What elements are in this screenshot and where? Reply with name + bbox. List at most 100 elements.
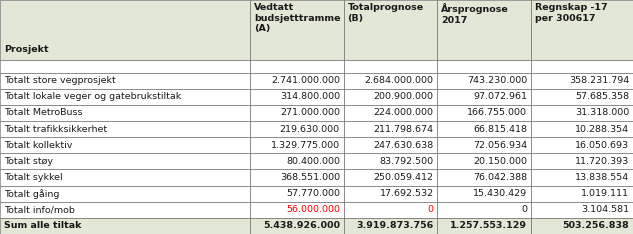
Bar bbox=[437, 169, 531, 186]
Bar bbox=[531, 218, 633, 234]
Text: 3.104.581: 3.104.581 bbox=[581, 205, 629, 214]
Text: 1.257.553.129: 1.257.553.129 bbox=[450, 221, 527, 230]
Text: Totalt kollektiv: Totalt kollektiv bbox=[4, 141, 72, 150]
Bar bbox=[344, 121, 437, 137]
Text: 743.230.000: 743.230.000 bbox=[467, 76, 527, 85]
Text: 1.019.111: 1.019.111 bbox=[581, 189, 629, 198]
Text: 17.692.532: 17.692.532 bbox=[379, 189, 434, 198]
Text: 200.900.000: 200.900.000 bbox=[373, 92, 434, 101]
Bar bbox=[437, 89, 531, 105]
Bar bbox=[531, 105, 633, 121]
Text: Totalt store vegprosjekt: Totalt store vegprosjekt bbox=[4, 76, 116, 85]
Text: Sum alle tiltak: Sum alle tiltak bbox=[4, 221, 81, 230]
Text: Totalprognose
(B): Totalprognose (B) bbox=[348, 3, 423, 22]
Text: 271.000.000: 271.000.000 bbox=[280, 108, 340, 117]
Text: Totalt info/mob: Totalt info/mob bbox=[4, 205, 75, 214]
Text: 5.438.926.000: 5.438.926.000 bbox=[263, 221, 340, 230]
Bar bbox=[437, 137, 531, 153]
Text: Totalt gåing: Totalt gåing bbox=[4, 189, 59, 199]
Bar bbox=[250, 0, 344, 60]
Bar bbox=[0, 202, 250, 218]
Text: 76.042.388: 76.042.388 bbox=[473, 173, 527, 182]
Bar bbox=[437, 0, 531, 60]
Text: 224.000.000: 224.000.000 bbox=[373, 108, 434, 117]
Bar bbox=[344, 186, 437, 202]
Text: 57.685.358: 57.685.358 bbox=[575, 92, 629, 101]
Text: Årsprognose
2017: Årsprognose 2017 bbox=[441, 3, 509, 25]
Text: 13.838.554: 13.838.554 bbox=[575, 173, 629, 182]
Bar bbox=[437, 121, 531, 137]
Bar bbox=[250, 202, 344, 218]
Text: 2.741.000.000: 2.741.000.000 bbox=[271, 76, 340, 85]
Bar bbox=[250, 89, 344, 105]
Bar bbox=[0, 121, 250, 137]
Text: 219.630.000: 219.630.000 bbox=[280, 124, 340, 134]
Text: 166.755.000: 166.755.000 bbox=[467, 108, 527, 117]
Bar bbox=[344, 60, 437, 73]
Text: Totalt støy: Totalt støy bbox=[4, 157, 53, 166]
Bar bbox=[437, 218, 531, 234]
Bar bbox=[250, 153, 344, 169]
Text: 247.630.638: 247.630.638 bbox=[373, 141, 434, 150]
Text: 56.000.000: 56.000.000 bbox=[286, 205, 340, 214]
Bar bbox=[531, 89, 633, 105]
Bar bbox=[531, 202, 633, 218]
Bar bbox=[344, 218, 437, 234]
Text: 83.792.500: 83.792.500 bbox=[379, 157, 434, 166]
Text: 1.329.775.000: 1.329.775.000 bbox=[271, 141, 340, 150]
Text: 66.815.418: 66.815.418 bbox=[473, 124, 527, 134]
Bar bbox=[0, 153, 250, 169]
Text: 15.430.429: 15.430.429 bbox=[473, 189, 527, 198]
Text: Totalt lokale veger og gatebrukstiltak: Totalt lokale veger og gatebrukstiltak bbox=[4, 92, 181, 101]
Text: 211.798.674: 211.798.674 bbox=[373, 124, 434, 134]
Bar bbox=[0, 0, 250, 60]
Bar bbox=[344, 73, 437, 89]
Text: 358.231.794: 358.231.794 bbox=[569, 76, 629, 85]
Bar bbox=[250, 121, 344, 137]
Bar bbox=[437, 186, 531, 202]
Text: 11.720.393: 11.720.393 bbox=[575, 157, 629, 166]
Text: 31.318.000: 31.318.000 bbox=[575, 108, 629, 117]
Bar bbox=[531, 153, 633, 169]
Bar bbox=[0, 169, 250, 186]
Bar bbox=[250, 186, 344, 202]
Text: 10.288.354: 10.288.354 bbox=[575, 124, 629, 134]
Bar bbox=[250, 73, 344, 89]
Bar bbox=[250, 137, 344, 153]
Bar bbox=[344, 169, 437, 186]
Text: 3.919.873.756: 3.919.873.756 bbox=[356, 221, 434, 230]
Text: 503.256.838: 503.256.838 bbox=[563, 221, 629, 230]
Text: 57.770.000: 57.770.000 bbox=[286, 189, 340, 198]
Bar bbox=[531, 73, 633, 89]
Bar bbox=[437, 153, 531, 169]
Text: Prosjekt: Prosjekt bbox=[4, 45, 48, 54]
Text: 368.551.000: 368.551.000 bbox=[280, 173, 340, 182]
Text: 0: 0 bbox=[428, 205, 434, 214]
Bar bbox=[0, 186, 250, 202]
Text: Totalt MetroBuss: Totalt MetroBuss bbox=[4, 108, 82, 117]
Bar bbox=[344, 89, 437, 105]
Bar bbox=[0, 105, 250, 121]
Text: 16.050.693: 16.050.693 bbox=[575, 141, 629, 150]
Bar bbox=[437, 105, 531, 121]
Bar bbox=[250, 60, 344, 73]
Bar bbox=[0, 218, 250, 234]
Bar bbox=[0, 60, 250, 73]
Bar bbox=[437, 73, 531, 89]
Text: 250.059.412: 250.059.412 bbox=[373, 173, 434, 182]
Text: 0: 0 bbox=[522, 205, 527, 214]
Text: 20.150.000: 20.150.000 bbox=[473, 157, 527, 166]
Bar bbox=[344, 137, 437, 153]
Bar bbox=[531, 121, 633, 137]
Bar bbox=[437, 60, 531, 73]
Bar bbox=[437, 202, 531, 218]
Bar bbox=[344, 202, 437, 218]
Text: 314.800.000: 314.800.000 bbox=[280, 92, 340, 101]
Bar bbox=[344, 153, 437, 169]
Bar bbox=[531, 169, 633, 186]
Bar bbox=[0, 137, 250, 153]
Text: 72.056.934: 72.056.934 bbox=[473, 141, 527, 150]
Bar bbox=[250, 218, 344, 234]
Bar bbox=[531, 186, 633, 202]
Text: 2.684.000.000: 2.684.000.000 bbox=[365, 76, 434, 85]
